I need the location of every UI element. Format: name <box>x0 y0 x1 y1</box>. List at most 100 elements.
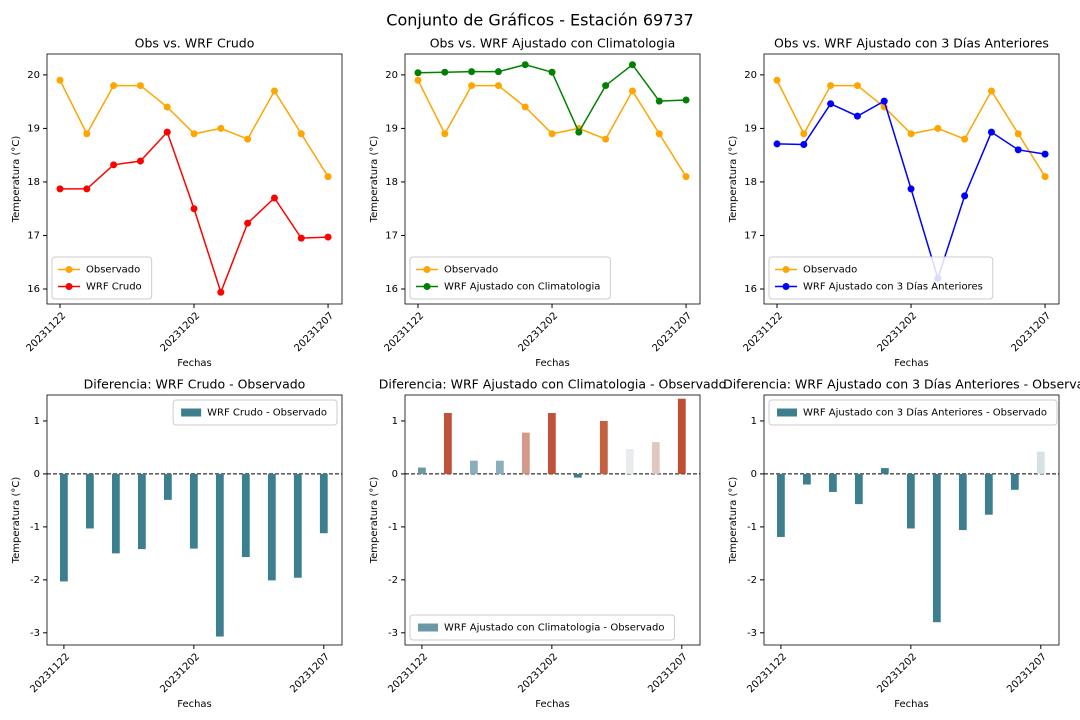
legend-marker <box>423 283 431 290</box>
bar <box>293 473 302 578</box>
point <box>468 68 476 76</box>
point <box>575 128 583 136</box>
point <box>324 233 332 241</box>
y-axis-label: Temperatura (°C) <box>728 136 739 224</box>
point <box>110 161 118 169</box>
bar <box>111 473 120 554</box>
y-tick-label: -3 <box>30 628 40 639</box>
legend-swatch <box>777 408 797 417</box>
bar <box>547 413 556 474</box>
bar <box>1036 451 1045 474</box>
bar <box>215 473 224 637</box>
y-tick-label: 17 <box>27 230 40 241</box>
point <box>1014 146 1022 154</box>
point <box>800 140 808 148</box>
y-tick-label: -2 <box>388 575 398 586</box>
plot-frame <box>46 394 343 646</box>
bar <box>854 473 863 505</box>
y-tick-label: 0 <box>751 469 757 480</box>
legend-marker <box>782 283 790 290</box>
point <box>773 76 781 84</box>
y-tick-label: 1 <box>34 416 40 427</box>
point <box>244 135 252 143</box>
plot-frame <box>763 53 1060 305</box>
legend-label: WRF Ajustado con 3 Días Anteriores <box>803 281 983 293</box>
bar <box>880 468 889 474</box>
point <box>987 87 995 95</box>
x-axis-label: Fechas <box>535 699 570 710</box>
y-tick-label: -1 <box>388 522 398 533</box>
point <box>244 219 252 227</box>
point <box>136 82 144 90</box>
point <box>83 130 91 138</box>
point <box>773 140 781 148</box>
legend-box <box>172 399 338 426</box>
legend-marker <box>65 283 73 290</box>
subplot-title: Obs vs. WRF Ajustado con 3 Días Anterior… <box>774 36 1049 51</box>
point <box>628 61 636 69</box>
plot-frame <box>404 53 701 305</box>
y-tick-label: 18 <box>27 177 40 188</box>
y-tick-label: 1 <box>751 416 757 427</box>
legend: Observado WRF Ajustado con Climatologia <box>409 256 611 300</box>
point <box>190 130 198 138</box>
point <box>628 87 636 95</box>
point <box>961 135 969 143</box>
figure-title: Conjunto de Gráficos - Estación 69737 <box>386 11 693 30</box>
legend-label: Observado <box>803 265 857 276</box>
subplot-title: Obs vs. WRF Ajustado con Climatologia <box>430 36 676 51</box>
x-axis-label: Fechas <box>177 358 212 369</box>
bar <box>776 473 785 537</box>
point <box>1041 173 1049 181</box>
legend-label: WRF Crudo - Observado <box>207 408 327 419</box>
legend: WRF Crudo - Observado <box>172 399 338 426</box>
point <box>602 135 610 143</box>
point <box>110 82 118 90</box>
bar <box>443 413 452 474</box>
bar <box>573 473 582 478</box>
point <box>682 173 690 181</box>
point <box>961 192 969 200</box>
point <box>494 68 502 76</box>
point <box>655 97 663 105</box>
bar <box>828 473 837 492</box>
y-tick-label: 18 <box>385 177 398 188</box>
bar <box>651 442 660 474</box>
y-axis-label: Temperatura (°C) <box>369 477 380 565</box>
y-tick-label: 16 <box>744 284 757 295</box>
subplot-title: Diferencia: WRF Ajustado con 3 Días Ante… <box>723 377 1080 392</box>
y-tick-label: 20 <box>744 70 757 81</box>
plot-frame <box>763 394 1060 646</box>
bar <box>189 473 198 549</box>
point <box>853 82 861 90</box>
point <box>602 82 610 90</box>
point <box>217 124 225 132</box>
point <box>297 130 305 138</box>
bar <box>137 473 146 550</box>
point <box>827 100 835 108</box>
point <box>494 82 502 90</box>
legend-box <box>51 256 153 300</box>
bar <box>59 473 68 582</box>
legend-label: WRF Ajustado con Climatologia - Observad… <box>444 623 665 634</box>
legend-box <box>768 256 994 300</box>
point <box>655 130 663 138</box>
point <box>907 185 915 193</box>
legend: WRF Ajustado con Climatologia - Observad… <box>409 614 676 641</box>
bar <box>319 473 328 534</box>
legend: WRF Ajustado con 3 Días Anteriores - Obs… <box>768 399 1058 426</box>
plot-frame <box>404 394 701 646</box>
x-axis-label: Fechas <box>894 699 929 710</box>
bar <box>469 460 478 474</box>
legend-swatch <box>181 408 202 417</box>
y-tick-label: 19 <box>27 123 40 134</box>
legend-label: WRF Ajustado con 3 Días Anteriores - Obs… <box>803 407 1047 419</box>
point <box>468 82 476 90</box>
y-tick-label: -3 <box>747 628 757 639</box>
y-tick-label: 19 <box>385 123 398 134</box>
legend-label: WRF Ajustado con Climatologia <box>444 282 600 293</box>
x-axis-label: Fechas <box>177 699 212 710</box>
point <box>83 185 91 193</box>
subplot-title: Diferencia: WRF Ajustado con Climatologi… <box>379 377 727 392</box>
